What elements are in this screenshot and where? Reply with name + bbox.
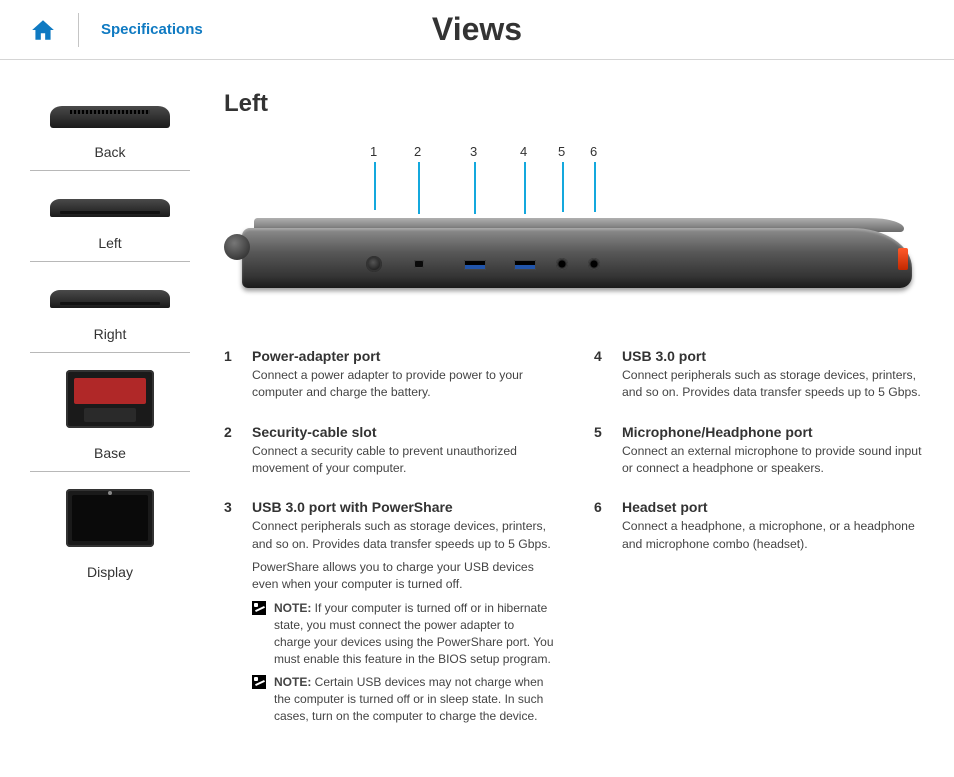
section-title: Left: [224, 90, 924, 118]
sidebar-item-base[interactable]: Base: [30, 367, 190, 472]
spec-item-number: 3: [224, 499, 238, 731]
note-label: NOTE:: [274, 601, 315, 615]
sidebar-item-display[interactable]: Display: [30, 486, 190, 590]
note-text: NOTE: If your computer is turned off or …: [274, 600, 554, 668]
spec-item-title: Security-cable slot: [252, 424, 554, 440]
spec-item-desc: Connect peripherals such as storage devi…: [622, 367, 924, 402]
spec-item-1: 1 Power-adapter port Connect a power adapt…: [224, 348, 554, 408]
laptop-chassis: [242, 228, 912, 288]
note-icon: [252, 675, 266, 689]
note-text: NOTE: Certain USB devices may not charge…: [274, 674, 554, 725]
spec-item-number: 1: [224, 348, 238, 408]
spec-item-body: USB 3.0 port Connect peripherals such as …: [622, 348, 924, 408]
main: Back Left Right Base Display Left 123456: [0, 60, 954, 777]
note: NOTE: If your computer is turned off or …: [252, 600, 554, 668]
spec-item-2: 2 Security-cable slot Connect a security c…: [224, 424, 554, 484]
callout-line: [524, 162, 526, 214]
spec-item-desc: PowerShare allows you to charge your USB…: [252, 559, 554, 594]
laptop-side-view: [224, 208, 924, 304]
page-title: Views: [432, 11, 522, 48]
spec-item-5: 5 Microphone/Headphone port Connect an ext…: [594, 424, 924, 484]
spec-item-number: 5: [594, 424, 608, 484]
spec-item-6: 6 Headset port Connect a headphone, a micr…: [594, 499, 924, 559]
sidebar-item-left[interactable]: Left: [30, 185, 190, 262]
spec-item-desc: Connect a headphone, a microphone, or a …: [622, 518, 924, 553]
spec-item-title: USB 3.0 port with PowerShare: [252, 499, 554, 515]
callout-line: [474, 162, 476, 214]
port-5-jack: [556, 258, 568, 270]
callout-line: [374, 162, 376, 210]
sidebar-item-back[interactable]: Back: [30, 94, 190, 171]
spec-item-4: 4 USB 3.0 port Connect peripherals such as…: [594, 348, 924, 408]
spec-item-body: Power-adapter port Connect a power adapte…: [252, 348, 554, 408]
callout-line: [418, 162, 420, 214]
callout-number: 6: [590, 144, 597, 159]
sidebar-item-label: Base: [30, 445, 190, 461]
spec-item-title: Power-adapter port: [252, 348, 554, 364]
port-2-slot: [414, 260, 424, 268]
diagram: 123456: [224, 148, 924, 318]
port-4-usb: [514, 260, 536, 270]
sidebar-item-label: Right: [30, 326, 190, 342]
laptop-hinge: [224, 234, 250, 260]
spec-item-number: 4: [594, 348, 608, 408]
callout-number: 5: [558, 144, 565, 159]
sidebar: Back Left Right Base Display: [30, 90, 190, 747]
spec-item-body: Security-cable slot Connect a security ca…: [252, 424, 554, 484]
spec-item-title: Headset port: [622, 499, 924, 515]
callout-line: [562, 162, 564, 212]
sidebar-item-label: Back: [30, 144, 190, 160]
spec-item-desc: Connect a security cable to prevent unau…: [252, 443, 554, 478]
spec-item-3: 3 USB 3.0 port with PowerShare Connect per…: [224, 499, 554, 731]
thumb-base-icon: [66, 370, 154, 428]
spec-item-body: USB 3.0 port with PowerShare Connect peri…: [252, 499, 554, 731]
port-3-usb: [464, 260, 486, 270]
spec-item-desc: Connect a power adapter to provide power…: [252, 367, 554, 402]
home-icon[interactable]: [30, 17, 56, 43]
thumb-left-icon: [50, 199, 170, 217]
callout-line: [594, 162, 596, 212]
callout-number: 4: [520, 144, 527, 159]
thumb-back-icon: [50, 106, 170, 128]
column-left: 1 Power-adapter port Connect a power adapt…: [224, 348, 554, 747]
specifications-link[interactable]: Specifications: [101, 21, 203, 38]
laptop-accent-light: [898, 248, 908, 270]
thumb-display-icon: [66, 489, 154, 547]
note: NOTE: Certain USB devices may not charge…: [252, 674, 554, 725]
spec-item-title: USB 3.0 port: [622, 348, 924, 364]
sidebar-item-right[interactable]: Right: [30, 276, 190, 353]
callout-number: 2: [414, 144, 421, 159]
note-icon: [252, 601, 266, 615]
spec-item-title: Microphone/Headphone port: [622, 424, 924, 440]
callout-number: 3: [470, 144, 477, 159]
spec-item-number: 6: [594, 499, 608, 559]
port-1-circle: [366, 256, 382, 272]
column-right: 4 USB 3.0 port Connect peripherals such as…: [594, 348, 924, 747]
content: Left 123456 1Power-adapter portConnect a…: [190, 90, 924, 747]
description-columns: 1 Power-adapter port Connect a power adapt…: [224, 348, 924, 747]
spec-item-body: Headset port Connect a headphone, a micro…: [622, 499, 924, 559]
divider: [78, 13, 79, 47]
sidebar-item-label: Display: [30, 564, 190, 580]
spec-item-number: 2: [224, 424, 238, 484]
thumb-right-icon: [50, 290, 170, 308]
sidebar-item-label: Left: [30, 235, 190, 251]
port-6-jack: [588, 258, 600, 270]
callouts: 123456: [224, 148, 924, 200]
spec-item-desc: Connect an external microphone to provid…: [622, 443, 924, 478]
spec-item-desc: Connect peripherals such as storage devi…: [252, 518, 554, 553]
spec-item-body: Microphone/Headphone port Connect an exte…: [622, 424, 924, 484]
callout-number: 1: [370, 144, 377, 159]
header: Specifications Views: [0, 0, 954, 60]
note-label: NOTE:: [274, 675, 315, 689]
